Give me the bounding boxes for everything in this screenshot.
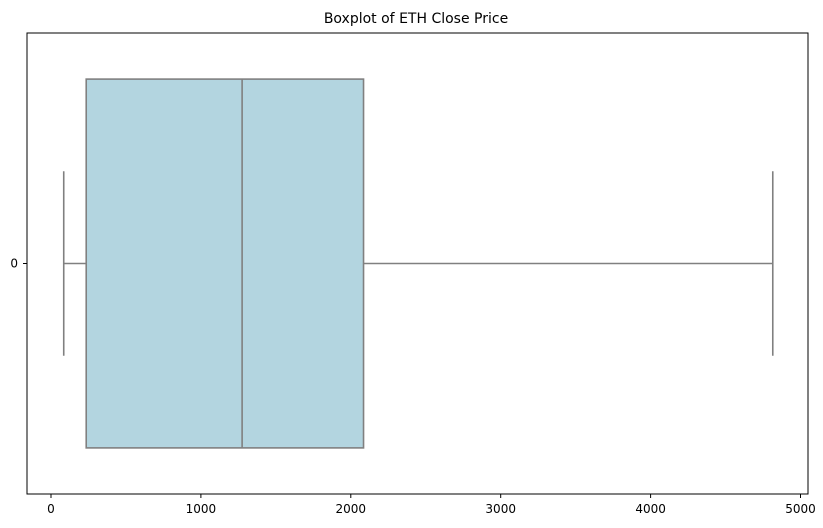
- iqr-box: [85, 78, 365, 449]
- x-axis: 0 1000 2000 3000 4000 5000: [47, 494, 816, 516]
- x-tick-label: 1000: [186, 502, 217, 516]
- x-tick-label: 0: [47, 502, 55, 516]
- chart-title: Boxplot of ETH Close Price: [324, 11, 508, 27]
- box-series: [62, 78, 774, 449]
- y-tick-label: 0: [10, 257, 18, 271]
- plot-area: [26, 32, 809, 495]
- x-tick-label: 2000: [336, 502, 367, 516]
- x-tick-label: 5000: [785, 502, 816, 516]
- y-axis: 0: [10, 257, 27, 271]
- x-tick-label: 4000: [635, 502, 666, 516]
- x-tick-label: 3000: [485, 502, 516, 516]
